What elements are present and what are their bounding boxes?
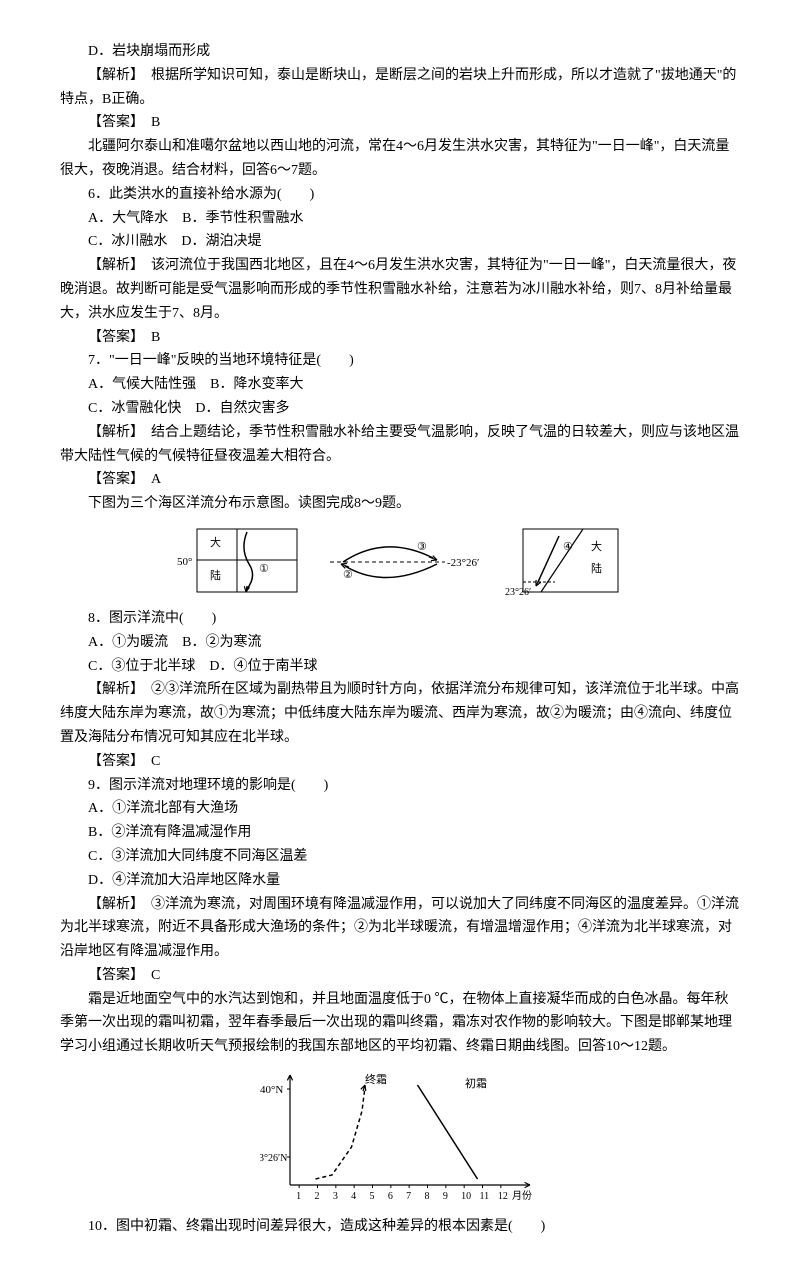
svg-text:4: 4 [351, 1191, 356, 1202]
svg-text:大: 大 [210, 535, 221, 549]
svg-text:2: 2 [315, 1191, 320, 1202]
svg-text:终霜: 终霜 [365, 1072, 387, 1086]
svg-text:3: 3 [333, 1191, 338, 1202]
svg-text:①: ① [259, 563, 269, 575]
q8-stem: 8．图示洋流中( ) [60, 607, 740, 631]
q5-answer: 【答案】 B [60, 111, 740, 135]
q9-option-d: D．④洋流加大沿岸地区降水量 [60, 869, 740, 893]
svg-text:②: ② [343, 569, 353, 581]
svg-text:-23°26′: -23°26′ [447, 557, 479, 569]
q9-option-a: A．①洋流北部有大渔场 [60, 797, 740, 821]
option-d: D．岩块崩塌而形成 [60, 40, 740, 64]
svg-text:9: 9 [443, 1191, 448, 1202]
q7-explanation: 【解析】 结合上题结论，季节性积雪融水补给主要受气温影响，反映了气温的日较差大，… [60, 421, 740, 469]
svg-text:40°N: 40°N [260, 1084, 283, 1096]
diagram-box-2: ② ③ -23°26′ [325, 524, 485, 599]
q6-stem: 6．此类洪水的直接补给水源为( ) [60, 183, 740, 207]
svg-text:23°26′: 23°26′ [505, 587, 531, 598]
q8-options-line1: A．①为暖流 B．②为寒流 [60, 631, 740, 655]
svg-text:6: 6 [388, 1191, 393, 1202]
svg-text:12: 12 [498, 1191, 508, 1202]
svg-text:陆: 陆 [210, 568, 221, 582]
svg-text:10: 10 [461, 1191, 471, 1202]
svg-text:③: ③ [417, 541, 427, 553]
q8-options-line2: C．③位于北半球 D．④位于南半球 [60, 655, 740, 679]
q6-options-line1: A．大气降水 B．季节性积雪融水 [60, 207, 740, 231]
q9-stem: 9．图示洋流对地理环境的影响是( ) [60, 774, 740, 798]
q7-options-line1: A．气候大陆性强 B．降水变率大 [60, 373, 740, 397]
q6-explanation: 【解析】 该河流位于我国西北地区，且在4～6月发生洪水灾害，其特征为"一日一峰"… [60, 254, 740, 325]
svg-text:初霜: 初霜 [465, 1076, 487, 1090]
q7-options-line2: C．冰雪融化快 D．自然灾害多 [60, 397, 740, 421]
diagram-box-3: ④ 大陆 23°26′ [505, 524, 625, 599]
svg-text:7: 7 [406, 1191, 411, 1202]
q7-answer: 【答案】 A [60, 468, 740, 492]
svg-text:50°: 50° [177, 556, 192, 568]
q10-stem: 10．图中初霜、终霜出现时间差异很大，造成这种差异的根本因素是( ) [60, 1215, 740, 1239]
svg-text:5: 5 [370, 1191, 375, 1202]
q9-answer: 【答案】 C [60, 964, 740, 988]
svg-text:1: 1 [296, 1191, 301, 1202]
svg-text:8: 8 [425, 1191, 430, 1202]
q9-option-c: C．③洋流加大同纬度不同海区温差 [60, 845, 740, 869]
q6-options-line2: C．冰川融水 D．湖泊决堤 [60, 230, 740, 254]
svg-text:23°26′N: 23°26′N [260, 1153, 287, 1164]
passage-10-12: 霜是近地面空气中的水汽达到饱和，并且地面温度低于0 ℃，在物体上直接凝华而成的白… [60, 988, 740, 1059]
svg-text:陆: 陆 [591, 561, 602, 575]
passage-8-9: 下图为三个海区洋流分布示意图。读图完成8～9题。 [60, 492, 740, 516]
svg-text:④: ④ [563, 541, 573, 553]
q6-answer: 【答案】 B [60, 326, 740, 350]
svg-text:11: 11 [480, 1191, 490, 1202]
frost-date-chart: 40°N23°26′N123456789101112月份终霜初霜 [60, 1067, 740, 1207]
ocean-current-diagrams: 大陆①50° ②③-23°26′ ④大陆23°26′ [60, 524, 740, 599]
svg-text:大: 大 [591, 539, 602, 553]
q8-explanation: 【解析】 ②③洋流所在区域为副热带且为顺时针方向，依据洋流分布规律可知，该洋流位… [60, 678, 740, 749]
passage-6-7: 北疆阿尔泰山和准噶尔盆地以西山地的河流，常在4～6月发生洪水灾害，其特征为"一日… [60, 135, 740, 183]
q7-stem: 7．"一日一峰"反映的当地环境特征是( ) [60, 349, 740, 373]
q9-explanation: 【解析】 ③洋流为寒流，对周围环境有降温减湿作用，可以说加大了同纬度不同海区的温… [60, 893, 740, 964]
q9-option-b: B．②洋流有降温减湿作用 [60, 821, 740, 845]
q8-answer: 【答案】 C [60, 750, 740, 774]
diagram-box-1: 大陆 ① 50° [175, 524, 305, 599]
svg-text:月份: 月份 [512, 1190, 532, 1202]
q5-explanation: 【解析】 根据所学知识可知，泰山是断块山，是断层之间的岩块上升而形成，所以才造就… [60, 64, 740, 112]
